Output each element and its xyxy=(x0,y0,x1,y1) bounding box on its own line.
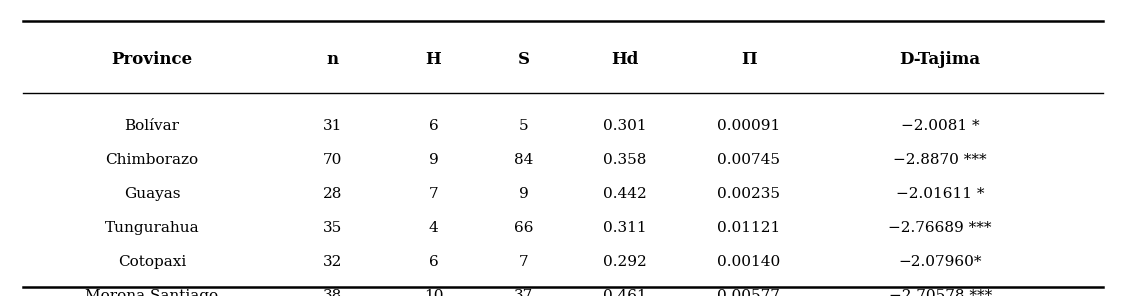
Text: 0.00577: 0.00577 xyxy=(717,289,780,296)
Text: 70: 70 xyxy=(322,153,342,167)
Text: Chimborazo: Chimborazo xyxy=(106,153,198,167)
Text: 7: 7 xyxy=(429,187,438,201)
Text: Guayas: Guayas xyxy=(124,187,180,201)
Text: 0.00140: 0.00140 xyxy=(717,255,780,269)
Text: 66: 66 xyxy=(513,221,534,235)
Text: 35: 35 xyxy=(322,221,342,235)
Text: 9: 9 xyxy=(429,153,438,167)
Text: 0.461: 0.461 xyxy=(604,289,646,296)
Text: 0.301: 0.301 xyxy=(604,119,646,133)
Text: −2.07960*: −2.07960* xyxy=(899,255,982,269)
Text: 5: 5 xyxy=(519,119,528,133)
Text: Province: Province xyxy=(111,51,193,68)
Text: 0.01121: 0.01121 xyxy=(717,221,780,235)
Text: 6: 6 xyxy=(429,255,438,269)
Text: 4: 4 xyxy=(429,221,438,235)
Text: 84: 84 xyxy=(513,153,534,167)
Text: 6: 6 xyxy=(429,119,438,133)
Text: 37: 37 xyxy=(513,289,534,296)
Text: 31: 31 xyxy=(322,119,342,133)
Text: Morona Santiago: Morona Santiago xyxy=(86,289,218,296)
Text: S: S xyxy=(518,51,529,68)
Text: −2.01611 *: −2.01611 * xyxy=(896,187,984,201)
Text: 9: 9 xyxy=(519,187,528,201)
Text: Cotopaxi: Cotopaxi xyxy=(118,255,186,269)
Text: 0.00091: 0.00091 xyxy=(717,119,780,133)
Text: 7: 7 xyxy=(519,255,528,269)
Text: 28: 28 xyxy=(322,187,342,201)
Text: 38: 38 xyxy=(322,289,342,296)
Text: n: n xyxy=(327,51,338,68)
Text: 0.311: 0.311 xyxy=(604,221,646,235)
Text: Bolívar: Bolívar xyxy=(125,119,179,133)
Text: Π: Π xyxy=(741,51,757,68)
Text: −2.8870 ***: −2.8870 *** xyxy=(893,153,988,167)
Text: 0.00745: 0.00745 xyxy=(717,153,780,167)
Text: −2.0081 *: −2.0081 * xyxy=(901,119,980,133)
Text: D-Tajima: D-Tajima xyxy=(900,51,981,68)
Text: 0.00235: 0.00235 xyxy=(717,187,780,201)
Text: 32: 32 xyxy=(322,255,342,269)
Text: 0.442: 0.442 xyxy=(604,187,646,201)
Text: Hd: Hd xyxy=(611,51,638,68)
Text: H: H xyxy=(426,51,441,68)
Text: −2.76689 ***: −2.76689 *** xyxy=(888,221,992,235)
Text: −2.70578 ***: −2.70578 *** xyxy=(888,289,992,296)
Text: 0.358: 0.358 xyxy=(604,153,646,167)
Text: 10: 10 xyxy=(423,289,444,296)
Text: 0.292: 0.292 xyxy=(604,255,646,269)
Text: Tungurahua: Tungurahua xyxy=(105,221,199,235)
